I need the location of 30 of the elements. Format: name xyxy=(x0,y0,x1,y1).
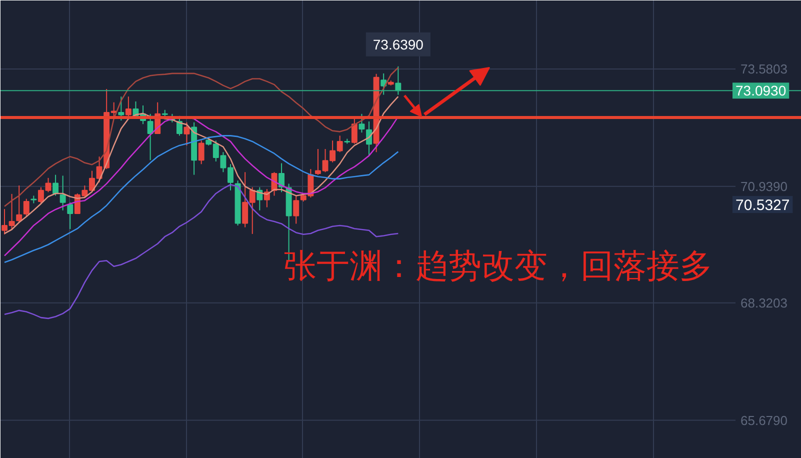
candlestick xyxy=(125,96,132,118)
text: 73.6390 xyxy=(372,36,424,52)
candlestick xyxy=(242,172,248,228)
y-tick-label: 70.9390 xyxy=(740,178,788,194)
text: 70.5327 xyxy=(736,197,790,214)
candlestick xyxy=(118,96,124,122)
y-tick-label: 68.3203 xyxy=(740,295,788,310)
line-series xyxy=(4,66,399,208)
candlestick xyxy=(198,140,204,165)
candlestick xyxy=(60,175,66,211)
candlestick xyxy=(52,174,59,196)
candlestick xyxy=(358,113,365,134)
line-series xyxy=(4,96,399,234)
y-tick-label: 65.6790 xyxy=(740,412,788,428)
candlestick xyxy=(16,184,22,223)
annotation: 张于渊：趋势改变，回落接多 xyxy=(284,246,712,285)
candlestick xyxy=(184,122,190,146)
candlestick xyxy=(380,72,387,96)
candlestick xyxy=(395,66,402,96)
candlestick xyxy=(176,118,182,136)
candlestick xyxy=(293,195,300,224)
y-tick-label: 73.5803 xyxy=(740,61,788,76)
candlestick xyxy=(67,202,74,230)
candlestick xyxy=(351,118,358,144)
candlestick xyxy=(23,198,30,218)
ref-line-label: 73.0930 xyxy=(736,82,786,99)
candlestick xyxy=(278,162,285,193)
candlestick xyxy=(147,113,154,161)
candlestick xyxy=(249,186,256,234)
line-series xyxy=(4,184,399,320)
